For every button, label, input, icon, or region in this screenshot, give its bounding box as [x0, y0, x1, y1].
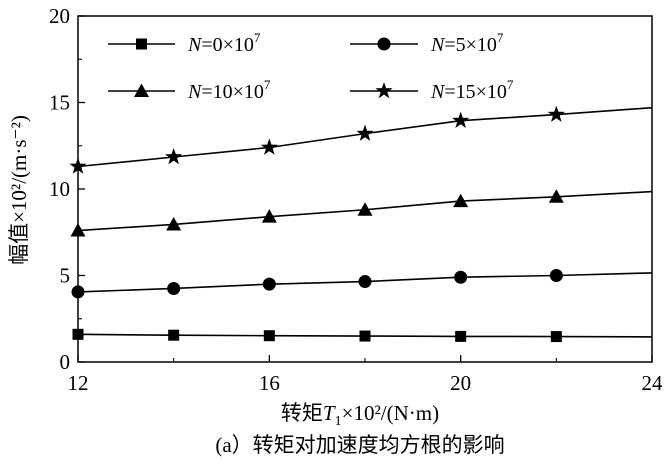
star-marker — [69, 157, 87, 174]
legend-var: N — [187, 81, 203, 103]
legend-rest: =15×10 — [444, 81, 507, 103]
circle-marker — [71, 285, 85, 299]
x-axis-label-part: ×10²/(N·m) — [342, 401, 439, 425]
ticks: 12 16 20 24 0 5 10 15 20 — [49, 4, 663, 395]
square-marker — [168, 329, 180, 341]
x-axis-label-part: 1 — [335, 414, 342, 429]
x-tick-label: 16 — [259, 371, 280, 395]
series-circle — [71, 269, 653, 299]
series-layer — [69, 105, 653, 343]
x-tick-label: 24 — [642, 371, 664, 395]
x-axis-label-part: 转矩 — [281, 401, 323, 425]
circle-marker — [377, 37, 391, 51]
triangle-marker — [166, 216, 182, 231]
series-star — [69, 105, 653, 174]
legend-var: N — [430, 34, 446, 56]
legend-label: N=10×107 — [187, 77, 271, 103]
star-marker — [356, 124, 374, 141]
x-axis-label: 转矩T1×10²/(N·m) — [281, 401, 439, 429]
y-tick-label: 20 — [49, 4, 70, 28]
square-marker — [550, 331, 562, 343]
legend-var: N — [187, 34, 203, 56]
legend-rest: =10×10 — [201, 81, 264, 103]
legend-item-circle: N=5×107 — [350, 30, 504, 56]
legend-item-square: N=0×107 — [108, 30, 261, 56]
legend-label: N=5×107 — [430, 30, 504, 56]
triangle-marker — [261, 209, 277, 223]
circle-marker — [454, 270, 468, 284]
triangle-marker — [453, 193, 469, 208]
square-marker — [263, 330, 275, 342]
star-marker — [375, 82, 393, 99]
legend-rest: =5×10 — [444, 34, 497, 56]
star-marker — [547, 105, 565, 122]
circle-marker — [358, 275, 372, 289]
circle-marker — [549, 269, 563, 282]
series-triangle — [70, 189, 653, 237]
legend-exponent: 7 — [254, 30, 261, 45]
x-axis-label-part: T — [323, 401, 336, 425]
legend-item-triangle: N=10×107 — [108, 77, 271, 103]
legend-label: N=0×107 — [187, 30, 261, 56]
y-tick-label: 0 — [60, 350, 71, 374]
legend-exponent: 7 — [497, 30, 504, 45]
triangle-marker — [70, 223, 86, 237]
circle-marker — [262, 277, 276, 291]
figure-caption: (a）转矩对加速度均方根的影响 — [215, 433, 504, 457]
star-marker — [165, 148, 183, 165]
y-tick-label: 5 — [60, 264, 71, 288]
square-marker — [72, 328, 84, 340]
x-tick-label: 20 — [450, 371, 471, 395]
square-marker — [359, 330, 371, 342]
square-marker — [136, 38, 147, 50]
axes — [77, 15, 653, 363]
legend-exponent: 7 — [264, 77, 271, 92]
legend-item-star: N=15×107 — [350, 77, 514, 103]
star-marker — [260, 138, 278, 155]
triangle-marker — [134, 83, 149, 97]
legend-var: N — [430, 81, 446, 103]
legend-label: N=15×107 — [430, 77, 514, 103]
triangle-marker — [548, 189, 564, 203]
y-axis-label: 幅值×10²/(m·s⁻²) — [7, 115, 31, 265]
axis-labels: 幅值×10²/(m·s⁻²) 转矩T1×10²/(N·m) (a）转矩对加速度均… — [7, 115, 505, 457]
triangle-marker — [357, 202, 373, 216]
star-marker — [452, 111, 470, 128]
y-tick-label: 10 — [49, 177, 70, 201]
series-square — [72, 328, 653, 343]
plot-frame — [77, 15, 653, 363]
circle-marker — [167, 281, 181, 295]
legend-rest: =0×10 — [201, 34, 254, 56]
y-tick-label: 15 — [49, 91, 70, 115]
square-marker — [455, 330, 467, 342]
legend-exponent: 7 — [507, 77, 514, 92]
x-tick-label: 12 — [68, 371, 89, 395]
